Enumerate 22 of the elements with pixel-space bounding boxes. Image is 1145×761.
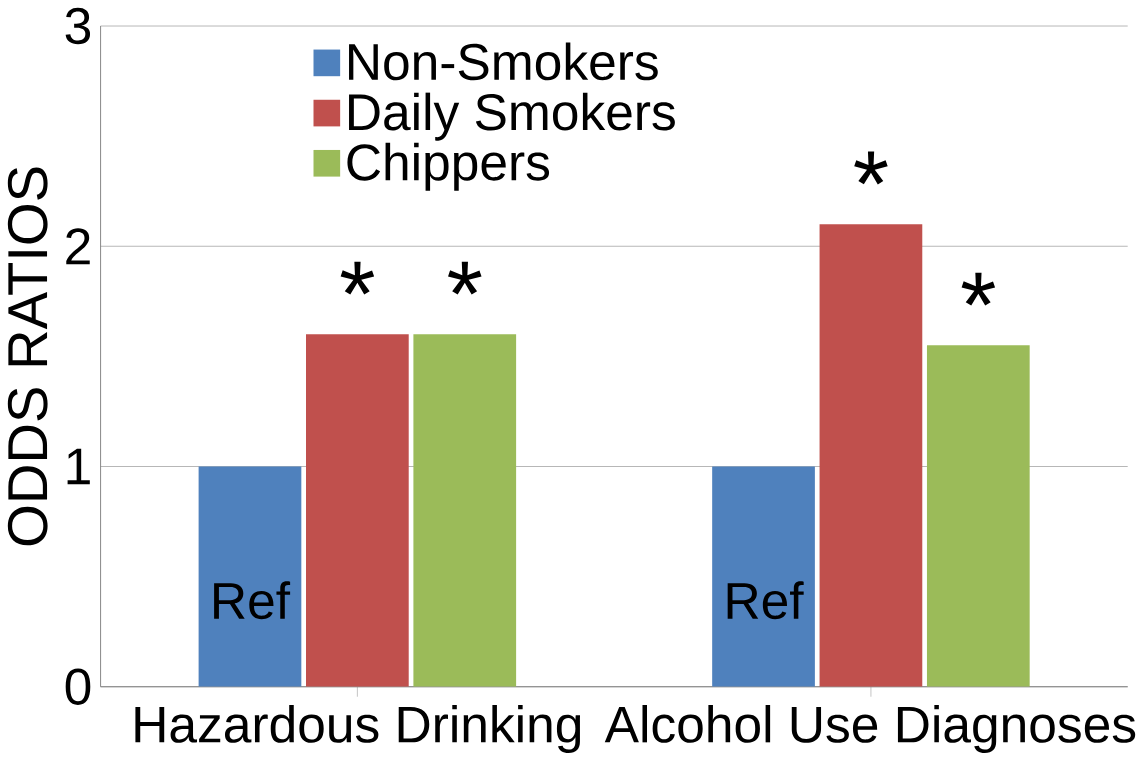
y-tick-label: 2 bbox=[66, 228, 90, 265]
x-tick-label: Alcohol Use Diagnoses bbox=[604, 705, 1136, 754]
data-label: Ref bbox=[727, 581, 804, 620]
data-label: Ref bbox=[214, 581, 291, 620]
data-label: * bbox=[854, 151, 888, 185]
data-label: * bbox=[961, 272, 996, 306]
legend-label: Non-Smokers bbox=[349, 42, 658, 81]
bar bbox=[819, 224, 923, 687]
x-tick-label: Hazardous Drinking bbox=[135, 705, 581, 754]
legend-label: Chippers bbox=[347, 142, 550, 191]
y-tick-label: 1 bbox=[67, 448, 90, 485]
data-label: * bbox=[340, 261, 375, 295]
bar bbox=[198, 466, 302, 687]
bar bbox=[306, 334, 409, 687]
legend-label: Daily Smokers bbox=[349, 92, 675, 141]
y-tick-label: 0 bbox=[65, 668, 91, 706]
bar bbox=[926, 345, 1030, 687]
y-axis-title: ODDS RATIOS bbox=[7, 167, 48, 546]
bar bbox=[413, 334, 517, 687]
bar bbox=[712, 466, 815, 687]
y-tick-label: 3 bbox=[65, 7, 91, 45]
data-label: * bbox=[448, 261, 482, 295]
